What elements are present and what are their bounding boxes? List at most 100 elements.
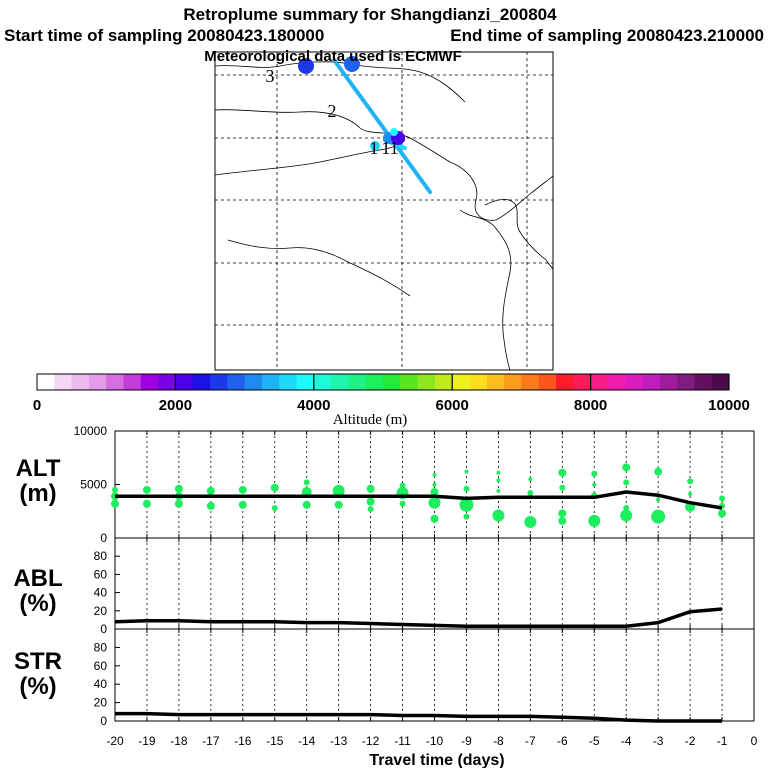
colorbar-swatch — [417, 374, 436, 390]
x-tick-label: -7 — [525, 734, 536, 748]
abl-series-line — [114, 607, 723, 629]
x-tick-label: -5 — [589, 734, 600, 748]
altitude-cluster-point — [558, 516, 567, 525]
altitude-cluster-point — [238, 485, 247, 494]
altitude-cluster-point — [656, 497, 661, 502]
x-tick-label: -8 — [493, 734, 504, 748]
altitude-cluster-point — [432, 482, 437, 487]
altitude-cluster-point — [174, 484, 183, 493]
colorbar-swatch — [711, 374, 730, 390]
colorbar-swatch — [348, 374, 367, 390]
colorbar-swatch — [296, 374, 315, 390]
colorbar-swatch — [88, 374, 107, 390]
altitude-cluster-point — [399, 482, 406, 489]
x-tick-label: -19 — [138, 734, 156, 748]
altitude-cluster-point — [620, 509, 633, 522]
x-tick-label: -6 — [557, 734, 568, 748]
x-tick-label: -17 — [202, 734, 220, 748]
altitude-cluster-point — [428, 496, 441, 509]
trajectory-main — [332, 58, 432, 194]
altitude-cluster-point — [430, 487, 439, 496]
altitude-cluster-point — [174, 499, 183, 508]
altitude-cluster-point — [524, 515, 537, 528]
x-tick-label: -10 — [426, 734, 444, 748]
map-frame — [214, 51, 554, 371]
altitude-cluster-point — [719, 495, 726, 502]
colorbar-swatch — [642, 374, 661, 390]
abl-panel: 80 60 40 20 0 — [94, 537, 755, 636]
str-y-tick-label: 0 — [100, 714, 107, 728]
altitude-cluster-point — [464, 469, 469, 474]
altitude-cluster-point — [430, 514, 439, 523]
str-y-tick-label: 60 — [94, 659, 108, 673]
met-data-label: Meteorological data used is ECMWF — [204, 48, 462, 65]
altitude-cluster-point — [588, 514, 601, 527]
colorbar-swatch — [54, 374, 73, 390]
altitude-cluster-point — [399, 500, 406, 507]
colorbar-tick-label: 0 — [33, 397, 41, 414]
colorbar-swatch — [313, 374, 332, 390]
alt-y-tick-label: 0 — [100, 531, 107, 545]
colorbar-swatch — [694, 374, 713, 390]
altitude-cluster-point — [558, 509, 567, 518]
map-day-labels: 2 3 1 11 — [266, 66, 399, 158]
altitude-cluster-point — [206, 486, 215, 495]
altitude-cluster-point — [270, 483, 279, 492]
day-label: 1 — [370, 138, 379, 158]
x-tick-label: -13 — [330, 734, 348, 748]
trajectory-map: 2 3 1 11 — [214, 51, 554, 371]
colorbar-swatch — [244, 374, 263, 390]
x-tick-label: -3 — [653, 734, 664, 748]
colorbar-swatch — [486, 374, 505, 390]
trajectory-clusters — [298, 56, 405, 151]
colorbar-swatch — [331, 374, 349, 390]
colorbar-swatch — [573, 374, 592, 390]
colorbar-swatch — [192, 374, 211, 390]
colorbar-swatch — [625, 374, 644, 390]
colorbar-tick-label: 4000 — [297, 397, 330, 414]
str-panel-label: STR — [14, 648, 62, 675]
start-time-label: Start time of sampling 20080423.180000 — [4, 26, 324, 45]
colorbar-title: Altitude (m) — [333, 412, 408, 428]
altitude-cluster-point — [142, 485, 151, 494]
colorbar-swatch — [434, 374, 453, 390]
colorbar-swatch — [607, 374, 626, 390]
colorbar-swatch — [452, 374, 471, 390]
altitude-cluster-point — [718, 509, 727, 518]
altitude-cluster-point — [496, 478, 501, 483]
altitude-cluster-point — [528, 477, 533, 482]
colorbar-swatch — [538, 374, 557, 390]
colorbar-swatch — [106, 374, 125, 390]
abl-y-tick-label: 0 — [100, 622, 107, 636]
alt-panel-label: ALT — [16, 455, 61, 482]
x-tick-label: -1 — [717, 734, 728, 748]
altitude-cluster-point — [459, 497, 474, 512]
altitude-cluster-point — [142, 499, 151, 508]
cluster-marker — [390, 128, 398, 136]
altitude-cluster-point — [496, 488, 501, 493]
colorbar-swatch — [383, 374, 401, 390]
alt-panel: 10000 5000 0 — [74, 424, 755, 545]
altitude-cluster-point — [654, 467, 663, 476]
altitude-cluster-point — [271, 505, 278, 512]
day-label: 11 — [381, 138, 398, 158]
cluster-marker — [298, 58, 314, 74]
figure-title: Retroplume summary for Shangdianzi_20080… — [183, 5, 557, 24]
altitude-cluster-point — [301, 486, 312, 497]
str-y-tick-label: 80 — [94, 640, 108, 654]
colorbar-swatch — [123, 374, 142, 390]
colorbar-swatch — [261, 374, 280, 390]
abl-panel-unit: (%) — [19, 590, 56, 617]
colorbar-swatch — [521, 374, 540, 390]
colorbar-tick-label: 8000 — [574, 397, 607, 414]
x-tick-label: -14 — [298, 734, 316, 748]
colorbar-swatch — [227, 374, 246, 390]
str-panel-unit: (%) — [19, 673, 56, 700]
altitude-cluster-point — [558, 468, 567, 477]
altitude-cluster-point — [623, 505, 630, 512]
altitude-cluster-point — [303, 479, 310, 486]
altitude-cluster-point — [622, 463, 631, 472]
altitude-cluster-point — [334, 500, 343, 509]
abl-y-tick-label: 20 — [94, 604, 108, 618]
colorbar-swatch — [210, 374, 228, 390]
